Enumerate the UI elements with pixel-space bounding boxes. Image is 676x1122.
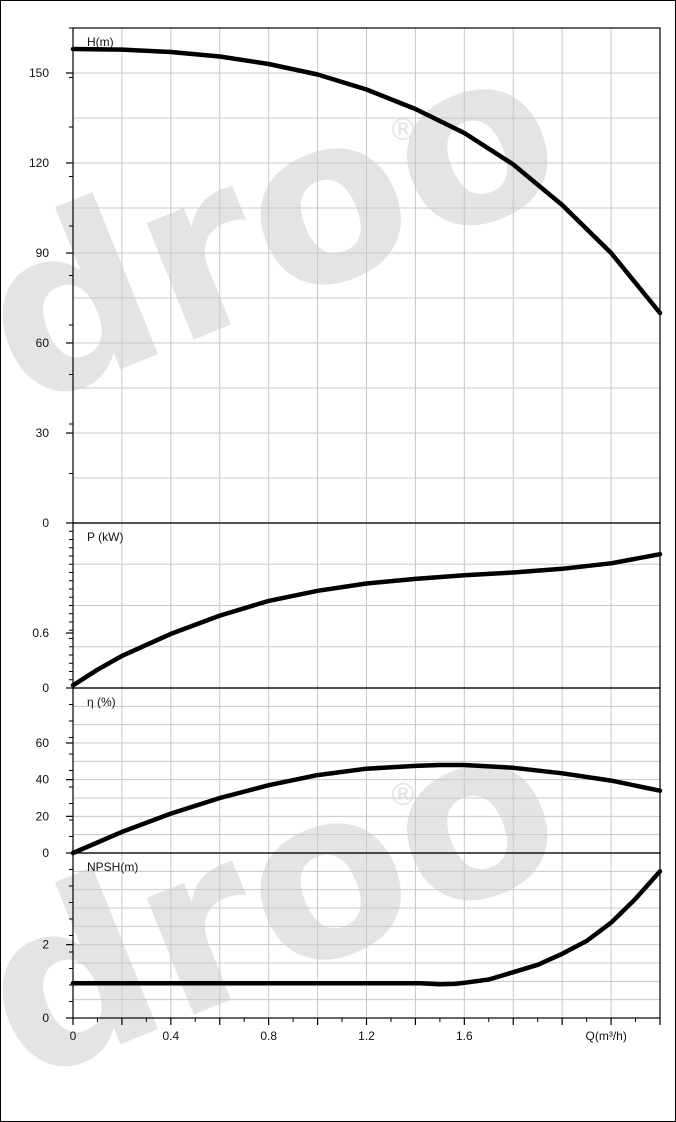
panel-0: 0 30 60 90 120 150 H(m) [29, 27, 663, 530]
watermark-registered-bottom: ® [388, 778, 418, 813]
y-tick-label: 0 [42, 846, 49, 860]
y-tick-label: 120 [29, 156, 49, 170]
panel-3: 0 2 NPSH(m) [42, 852, 663, 1025]
x-axis-label: Q(m³/h) [586, 1029, 627, 1043]
series-line [70, 46, 663, 316]
y-tick-label: 0 [42, 516, 49, 530]
panel-2: 0 20 40 60 η (%) [36, 687, 663, 860]
panel-1: 0 0.6 P (kW) [32, 522, 663, 695]
x-tick-label: 0 [70, 1029, 77, 1043]
panel-ylabel: η (%) [87, 695, 116, 709]
y-tick-label: 0 [42, 1011, 49, 1025]
x-axis: 0 0.4 0.8 1.2 1.6 Q(m³/h) [70, 1018, 661, 1043]
y-tick-label: 20 [36, 809, 50, 823]
y-tick-label: 30 [36, 426, 50, 440]
watermark-registered-top: ® [388, 113, 418, 148]
panel-ylabel: NPSH(m) [87, 860, 138, 874]
x-tick-label: 1.2 [358, 1029, 375, 1043]
series-line [70, 551, 663, 688]
y-tick-label: 150 [29, 66, 49, 80]
series-line [70, 869, 663, 987]
x-tick-label: 0.4 [162, 1029, 179, 1043]
y-tick-label: 0.6 [32, 626, 49, 640]
y-tick-label: 60 [36, 336, 50, 350]
y-tick-label: 60 [36, 736, 50, 750]
x-tick-label: 0.8 [260, 1029, 277, 1043]
y-tick-label: 2 [42, 938, 49, 952]
series-line [70, 762, 663, 856]
y-tick-label: 0 [42, 681, 49, 695]
x-tick-label: 1.6 [456, 1029, 473, 1043]
y-tick-label: 90 [36, 246, 50, 260]
y-tick-label: 40 [36, 773, 50, 787]
panel-ylabel: H(m) [87, 35, 114, 49]
panel-ylabel: P (kW) [87, 530, 123, 544]
